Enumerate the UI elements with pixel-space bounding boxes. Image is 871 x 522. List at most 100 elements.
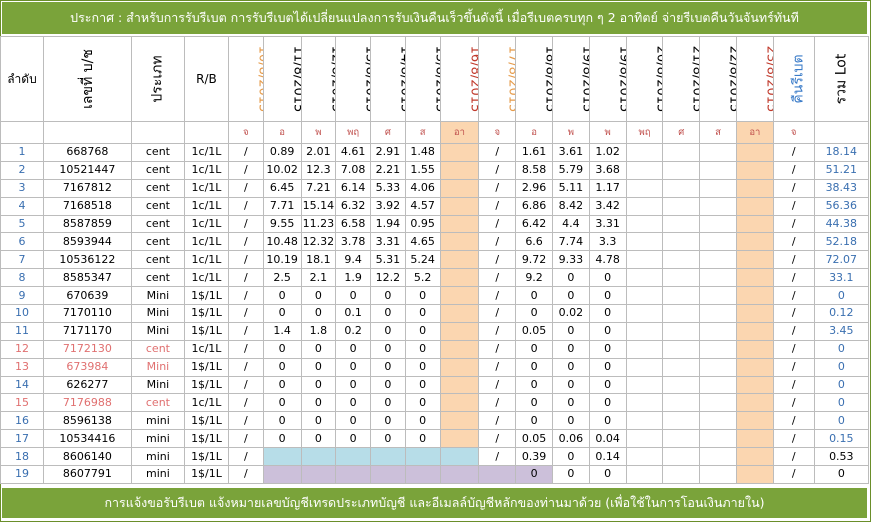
lot-cell (439, 268, 480, 288)
lot-cell: 0 (551, 411, 590, 431)
lot-cell (625, 143, 664, 162)
header-date: 15/8/2015 (404, 36, 441, 122)
total-lot: 0 (813, 465, 870, 484)
lot-cell: 0.1 (335, 304, 372, 323)
lot-cell (699, 268, 737, 288)
header-payout: คืนรีเบต (772, 36, 815, 122)
lot-cell: 5.2 (404, 268, 441, 288)
weekday-cell: ส (404, 121, 441, 144)
total-lot: 3.45 (813, 321, 870, 341)
rebate-rate: 1c/1L (184, 268, 229, 288)
lot-cell: 0 (588, 304, 627, 323)
lot-cell: 1.94 (370, 214, 406, 234)
row-index: 7 (0, 250, 44, 270)
lot-cell (735, 143, 774, 162)
lot-cell: / (478, 411, 517, 431)
lot-cell: / (227, 250, 264, 270)
row-index: 13 (0, 357, 44, 377)
row-index: 18 (0, 447, 44, 467)
lot-cell (662, 232, 701, 252)
weekday-row: จอพพฤศสอาจอพพพฤศสอาจ (0, 121, 870, 144)
account-type: cent (130, 143, 186, 162)
lot-cell: 0 (335, 286, 372, 306)
lot-cell: 0 (262, 411, 302, 431)
lot-cell: / (772, 196, 815, 216)
lot-cell: / (772, 268, 815, 288)
lot-cell (662, 375, 701, 395)
account-number: 8593944 (42, 232, 132, 252)
row-index: 15 (0, 393, 44, 413)
rebate-rate: 1$/1L (184, 447, 229, 467)
lot-cell: 0 (370, 357, 406, 377)
lot-cell: 4.57 (404, 196, 441, 216)
lot-cell (735, 375, 774, 395)
lot-cell: 0 (404, 321, 441, 341)
lot-cell: 9.33 (551, 250, 590, 270)
rebate-table: ลำดับ เลขที่ บ/ช ประเภท R/B 10/8/2015 11… (0, 36, 870, 484)
header-date: 14/8/2015 (370, 36, 406, 122)
row-index: 11 (0, 321, 44, 341)
lot-cell: 8.42 (551, 196, 590, 216)
lot-cell: / (772, 178, 815, 198)
rebate-rate: 1$/1L (184, 357, 229, 377)
weekday-cell: จ (227, 121, 264, 144)
rebate-rate: 1$/1L (184, 321, 229, 341)
row-index: 1 (0, 143, 44, 162)
lot-cell (439, 143, 480, 162)
account-type: Mini (130, 321, 186, 341)
table-row: 5 8587859 cent 1c/1L/9.55 11.23 6.58 1.94 0.95/… (0, 214, 870, 234)
total-lot: 33.1 (813, 268, 870, 288)
weekday-cell: พ (588, 121, 627, 144)
account-number: 7167812 (42, 178, 132, 198)
lot-cell (625, 304, 664, 323)
lot-cell: 7.21 (300, 178, 337, 198)
lot-cell: 0 (515, 375, 553, 395)
lot-cell: 12.2 (370, 268, 406, 288)
lot-cell: / (772, 447, 815, 467)
header-date: 11/8/2015 (262, 36, 302, 122)
account-number: 7168518 (42, 196, 132, 216)
lot-cell: 1.02 (588, 143, 627, 162)
header-account: เลขที่ บ/ช (42, 36, 132, 122)
lot-cell: 1.55 (404, 160, 441, 180)
table-row: 1 668768 cent 1c/1L/0.89 2.01 4.61 2.91 1.48/1.… (0, 143, 870, 162)
lot-cell: 5.79 (551, 160, 590, 180)
lot-cell (625, 357, 664, 377)
lot-cell: / (478, 357, 517, 377)
lot-cell: 9.72 (515, 250, 553, 270)
lot-cell: 2.91 (370, 143, 406, 162)
lot-cell: 0 (515, 357, 553, 377)
lot-cell: / (227, 268, 264, 288)
account-type: cent (130, 393, 186, 413)
lot-cell (735, 214, 774, 234)
rebate-rate: 1c/1L (184, 339, 229, 359)
weekday-spacer (813, 121, 870, 144)
lot-cell: 0 (588, 357, 627, 377)
lot-cell (439, 411, 480, 431)
lot-cell: 5.11 (551, 178, 590, 198)
lot-cell: / (227, 232, 264, 252)
rebate-rate: 1c/1L (184, 178, 229, 198)
total-lot: 0.15 (813, 429, 870, 449)
lot-cell (439, 232, 480, 252)
lot-cell: 0.2 (335, 321, 372, 341)
lot-cell: / (227, 339, 264, 359)
lot-cell: 4.61 (335, 143, 372, 162)
lot-cell (262, 447, 302, 467)
lot-cell (439, 357, 480, 377)
account-number: 10521447 (42, 160, 132, 180)
lot-cell (699, 393, 737, 413)
lot-cell (625, 375, 664, 395)
lot-cell (699, 232, 737, 252)
lot-cell: 6.45 (262, 178, 302, 198)
account-type: cent (130, 339, 186, 359)
lot-cell: 6.14 (335, 178, 372, 198)
rebate-rate: 1c/1L (184, 250, 229, 270)
lot-cell: / (772, 465, 815, 484)
lot-cell: / (227, 411, 264, 431)
lot-cell: 1.8 (300, 321, 337, 341)
lot-cell: 0 (551, 465, 590, 484)
total-lot: 52.18 (813, 232, 870, 252)
lot-cell: 9.2 (515, 268, 553, 288)
lot-cell (735, 429, 774, 449)
